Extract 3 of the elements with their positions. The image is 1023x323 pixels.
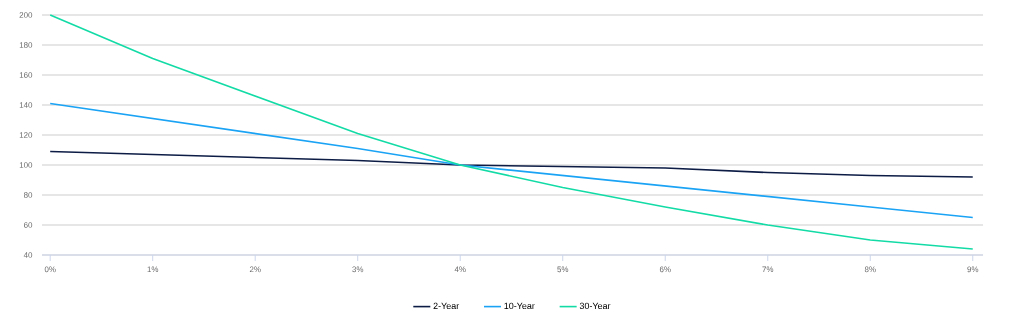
legend-label: 2-Year xyxy=(433,302,460,310)
legend-label: 10-Year xyxy=(504,302,535,310)
legend-label: 30-Year xyxy=(579,302,611,310)
